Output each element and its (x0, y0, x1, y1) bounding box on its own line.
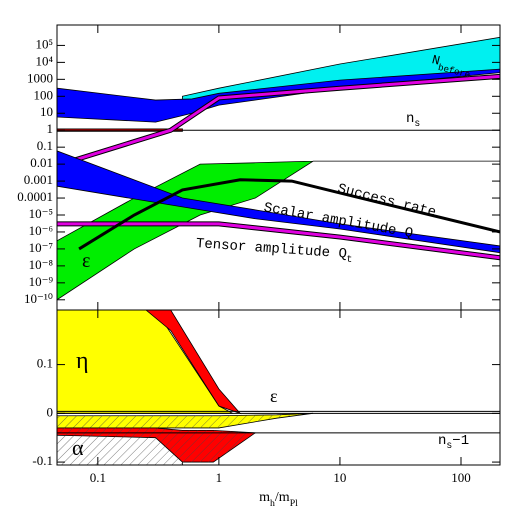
annotation-part: s (446, 440, 452, 451)
annotation-part: ε (270, 386, 278, 406)
y-tick-label: 10⁻⁹ (29, 274, 54, 289)
band-hatch (57, 413, 314, 428)
annotation-part: t (346, 254, 353, 265)
plot-area (57, 310, 500, 465)
annotation: α (72, 435, 84, 460)
annotation: ε (82, 250, 90, 272)
y-tick-label: 1 (47, 121, 54, 136)
annotation: ns (406, 111, 420, 129)
y-tick-label: 0.001 (24, 172, 53, 187)
annotation-part: m (259, 490, 270, 505)
y-tick-label: 10⁻¹⁰ (24, 291, 53, 306)
annotation-part: α (72, 435, 84, 460)
annotation-part: N (430, 53, 441, 69)
annotation-part: h (270, 498, 275, 509)
y-tick-label: 0 (47, 404, 54, 419)
annotation: mh/mPl (259, 490, 298, 509)
annotation-part: Pl (290, 498, 298, 509)
y-tick-label: 10⁴ (35, 53, 53, 68)
annotation-part: s (414, 118, 420, 129)
y-tick-label: 10⁵ (35, 36, 53, 51)
y-tick-label: 1000 (27, 70, 53, 85)
y-tick-label: 10⁻⁸ (29, 257, 54, 272)
axes-frame (56, 309, 501, 466)
band-hatch (57, 435, 183, 465)
y-tick-label: 10 (40, 104, 53, 119)
x-tick-label: 0.1 (90, 470, 106, 485)
annotation: η (76, 348, 89, 374)
annotation-part: ε (82, 250, 90, 272)
line (78, 178, 500, 251)
band (57, 150, 500, 254)
line (70, 74, 500, 163)
annotation: ε (270, 386, 278, 406)
x-tick-label: 10 (333, 470, 346, 485)
y-tick-label: 0.01 (30, 155, 53, 170)
y-tick-label: 10⁻⁶ (29, 223, 53, 238)
annotation-part: /m (275, 490, 290, 505)
annotation-part: η (76, 348, 89, 374)
annotation-part: −1 (452, 433, 469, 449)
y-tick-label: -0.1 (32, 453, 53, 468)
line (57, 222, 500, 260)
annotation-part: n (406, 111, 414, 127)
y-tick-label: 10⁻⁵ (29, 206, 53, 221)
y-tick-label: 0.0001 (17, 189, 53, 204)
y-tick-label: 10⁻⁷ (29, 240, 53, 255)
annotation-part: n (438, 433, 446, 449)
y-tick-label: 100 (34, 87, 54, 102)
y-tick-label: 0.1 (37, 138, 53, 153)
band-hatch (57, 427, 256, 463)
y-tick-label: 0.1 (37, 356, 53, 371)
x-tick-label: 1 (216, 470, 223, 485)
annotation: ns−1 (438, 433, 469, 451)
plot-area (57, 36, 500, 301)
x-tick-label: 100 (451, 470, 471, 485)
